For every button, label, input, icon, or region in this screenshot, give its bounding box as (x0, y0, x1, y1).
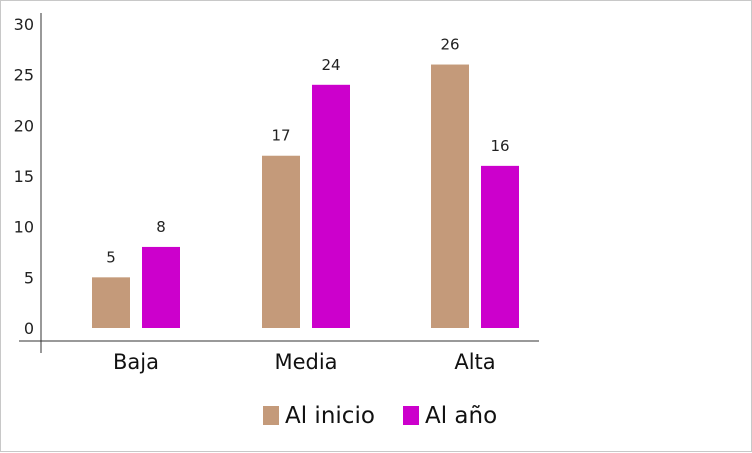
bar (312, 84, 350, 328)
y-axis: 0 5 10 15 20 25 30 (14, 13, 42, 353)
category-label: Media (274, 350, 337, 374)
data-labels: 5 8 17 24 26 16 (106, 36, 509, 267)
bar (142, 246, 180, 328)
data-label: 16 (490, 137, 509, 155)
category-label: Baja (113, 350, 159, 374)
data-label: 24 (321, 56, 340, 74)
bar (431, 64, 469, 329)
y-tick-label: 30 (14, 15, 34, 34)
legend-swatch (263, 406, 279, 425)
bar (262, 155, 300, 328)
y-tick-label: 0 (24, 319, 34, 338)
data-label: 26 (440, 36, 459, 54)
y-tick-label: 5 (24, 268, 34, 287)
data-label: 8 (156, 218, 166, 236)
data-label: 5 (106, 248, 116, 266)
legend: Al inicio Al año (263, 403, 497, 429)
category-label: Alta (454, 350, 495, 374)
legend-swatch (403, 406, 419, 425)
y-tick-label: 15 (14, 167, 34, 186)
legend-label: Al inicio (285, 403, 375, 429)
legend-label: Al año (425, 403, 497, 429)
y-tick-label: 25 (14, 66, 34, 85)
bar (92, 277, 130, 328)
y-tick-label: 20 (14, 116, 34, 135)
data-label: 17 (271, 127, 290, 145)
y-tick-label: 10 (14, 218, 34, 237)
bars (92, 64, 519, 329)
bar (481, 165, 519, 328)
category-labels: Baja Media Alta (113, 350, 496, 374)
